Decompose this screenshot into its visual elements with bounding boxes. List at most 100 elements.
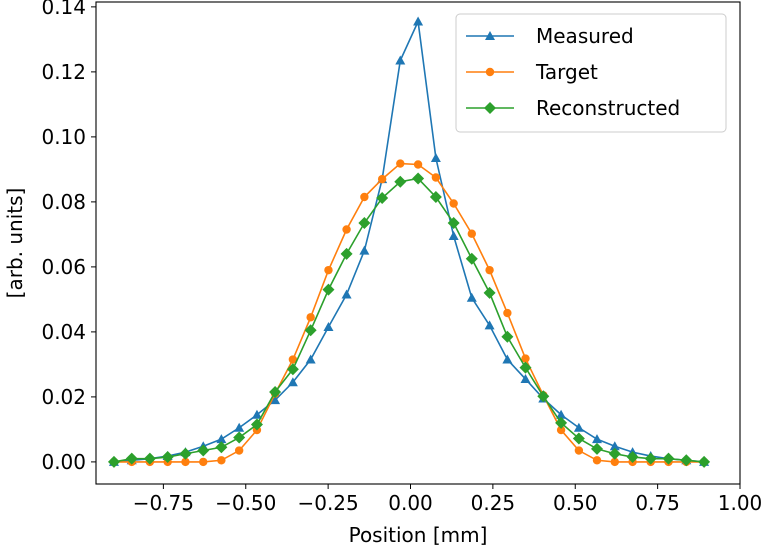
series-reconstructed [107, 172, 711, 468]
data-point-measured [216, 434, 227, 444]
data-point-target [288, 355, 298, 364]
legend-marker-reconstructed [484, 102, 496, 114]
data-point-reconstructed [483, 286, 496, 299]
series-line-reconstructed [113, 177, 705, 463]
x-tick-label: 0.25 [471, 491, 516, 515]
x-tick-label: 0.00 [388, 491, 433, 515]
data-point-reconstructed [125, 452, 138, 465]
data-point-reconstructed [376, 191, 389, 204]
data-point-reconstructed [537, 390, 550, 403]
data-point-reconstructed [269, 386, 282, 399]
legend-label: Measured [536, 24, 634, 48]
data-point-measured [591, 434, 602, 444]
data-point-reconstructed [197, 444, 210, 457]
y-tick-label: 0.00 [41, 450, 86, 474]
data-point-measured [305, 354, 316, 364]
data-point-target [592, 456, 602, 465]
legend-marker-measured [485, 31, 495, 40]
data-point-reconstructed [340, 247, 353, 260]
data-point-reconstructed [465, 252, 478, 265]
data-point-reconstructed [394, 175, 407, 188]
data-point-reconstructed [107, 455, 120, 468]
data-point-target [431, 173, 441, 182]
series-line-measured [113, 18, 705, 463]
data-point-reconstructed [179, 447, 192, 460]
data-point-target [467, 229, 476, 238]
data-point-reconstructed [608, 447, 621, 460]
x-tick-label: 0.75 [635, 491, 680, 515]
data-point-reconstructed [680, 454, 693, 467]
data-point-target [556, 425, 566, 435]
data-point-reconstructed [358, 217, 371, 230]
data-point-measured [502, 354, 513, 364]
data-point-measured [234, 422, 245, 432]
data-point-target [360, 192, 369, 202]
data-point-target [574, 446, 584, 455]
data-point-measured [573, 422, 584, 432]
data-point-measured [609, 441, 620, 451]
data-point-reconstructed [322, 283, 335, 296]
legend-item-reconstructed: Reconstructed [466, 96, 680, 120]
data-point-measured [484, 320, 495, 330]
data-point-measured [287, 377, 298, 387]
data-point-target [521, 354, 530, 363]
legend-label: Target [535, 60, 598, 84]
data-point-measured [323, 322, 334, 332]
data-point-measured [413, 16, 424, 26]
data-point-target [503, 308, 512, 318]
data-point-reconstructed [590, 442, 603, 455]
data-point-measured [395, 55, 406, 65]
data-point-reconstructed [233, 431, 246, 444]
x-axis-label: Position [mm] [349, 523, 488, 547]
data-point-reconstructed [644, 452, 657, 465]
data-point-target [396, 159, 405, 168]
data-point-measured [448, 231, 459, 241]
y-tick-label: 0.14 [41, 0, 86, 19]
y-tick-label: 0.04 [41, 320, 86, 344]
data-point-reconstructed [412, 172, 425, 185]
data-point-reconstructed [429, 191, 442, 204]
data-point-reconstructed [555, 416, 568, 429]
data-point-target [413, 160, 423, 169]
data-point-measured [430, 153, 441, 163]
data-point-measured [466, 292, 477, 302]
y-tick-label: 0.10 [41, 125, 86, 149]
data-point-target [610, 457, 619, 467]
data-point-reconstructed [143, 452, 156, 465]
y-tick-label: 0.12 [41, 60, 86, 84]
data-point-target [181, 457, 190, 467]
x-tick-label: −0.75 [133, 491, 194, 515]
x-tick-label: −0.25 [297, 491, 358, 515]
legend: Measured Target Reconstructed [455, 13, 727, 133]
legend-box [455, 13, 727, 133]
data-point-reconstructed [215, 441, 228, 454]
series-line-target [113, 162, 705, 463]
data-point-target [324, 265, 333, 275]
data-point-target [449, 199, 458, 208]
data-point-target [485, 265, 494, 275]
data-point-reconstructed [501, 330, 514, 343]
data-point-reconstructed [698, 455, 711, 468]
y-axis: 0.00 0.02 0.04 0.06 0.08 0.10 0.12 0.14 [41, 0, 96, 474]
x-axis: −0.75 −0.50 −0.25 0.00 0.25 0.50 0.75 1.00 [133, 484, 763, 515]
y-tick-label: 0.06 [41, 255, 86, 279]
data-point-measured [520, 374, 531, 384]
data-point-reconstructed [447, 217, 460, 230]
x-tick-label: 0.50 [553, 491, 598, 515]
x-tick-label: 1.00 [718, 491, 763, 515]
legend-label: Reconstructed [536, 96, 680, 120]
data-point-reconstructed [662, 452, 675, 465]
x-tick-label: −0.50 [215, 491, 276, 515]
data-point-reconstructed [304, 324, 317, 337]
data-point-measured [251, 409, 262, 419]
data-point-reconstructed [250, 418, 263, 431]
y-tick-label: 0.02 [41, 385, 86, 409]
data-point-reconstructed [519, 361, 532, 374]
data-point-target [377, 174, 387, 184]
data-point-target [234, 446, 244, 455]
data-point-reconstructed [286, 363, 299, 376]
data-point-measured [556, 409, 567, 419]
data-point-target [342, 225, 351, 234]
legend-item-target: Target [466, 60, 598, 84]
